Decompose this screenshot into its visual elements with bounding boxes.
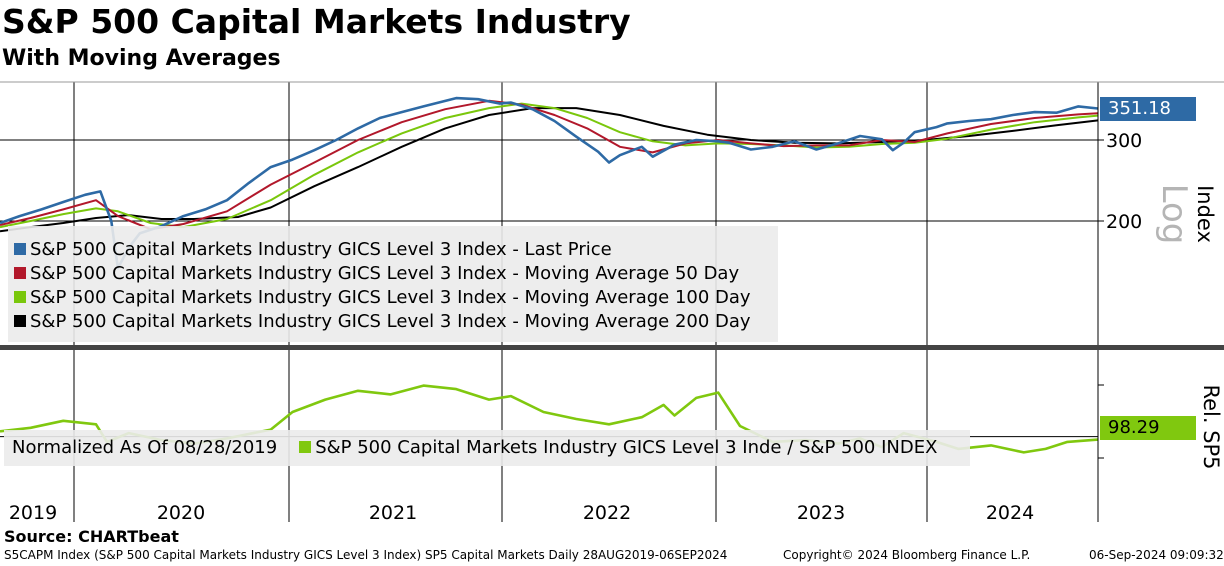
chart-title: S&P 500 Capital Markets Industry [2,2,631,41]
timestamp: 06-Sep-2024 09:09:32 [1089,548,1224,562]
series-ma50 [0,99,1099,231]
legend-swatch [299,441,312,453]
panel-separator [0,345,1224,350]
legend-label: S&P 500 Capital Markets Industry GICS Le… [30,311,751,332]
chart-subtitle: With Moving Averages [2,46,281,71]
x-tick-label: 2022 [583,502,631,524]
x-tick-label: 2024 [986,502,1034,524]
x-tick-label: 2021 [369,502,417,524]
legend-swatch [14,243,26,255]
legend-label: S&P 500 Capital Markets Industry GICS Le… [30,239,612,260]
y-tick-label: 200 [1106,211,1142,233]
y-ticks: 200 300 [1098,130,1142,459]
legend-swatch [14,291,26,303]
legend-item-ma200: S&P 500 Capital Markets Industry GICS Le… [14,310,751,334]
legend-label-relative: S&P 500 Capital Markets Industry GICS Le… [315,437,938,458]
legend-item-ma50: S&P 500 Capital Markets Industry GICS Le… [14,262,739,286]
last-price-tag: 351.18 [1100,97,1196,121]
source-label: Source: CHARTbeat [4,527,179,546]
y-axis-label-index: Index [1193,185,1217,243]
normalized-note: Normalized As Of 08/28/2019 [12,437,278,458]
legend-label: S&P 500 Capital Markets Industry GICS Le… [30,263,740,284]
ticker-info: S5CAPM Index (S&P 500 Capital Markets In… [4,548,728,562]
x-tick-label: 2020 [157,502,205,524]
copyright: Copyright© 2024 Bloomberg Finance L.P. [783,548,1031,562]
x-tick-label: 2023 [797,502,845,524]
legend-swatch [14,267,26,279]
legend-swatch [14,315,26,327]
y-axis-label-relative: Rel. SP5 [1199,384,1223,469]
x-ticks: 2019 2020 2021 2022 2023 2024 [9,502,1034,524]
log-scale-label: Log [1154,184,1194,245]
legend-upper: S&P 500 Capital Markets Industry GICS Le… [8,226,778,342]
legend-item-last-price: S&P 500 Capital Markets Industry GICS Le… [14,238,612,262]
legend-lower: Normalized As Of 08/28/2019 S&P 500 Capit… [4,430,970,466]
y-tick-label: 300 [1106,130,1142,152]
x-tick-label: 2019 [9,502,57,524]
series-ma100 [0,102,1099,229]
axis-frame [0,81,1224,522]
legend-label: S&P 500 Capital Markets Industry GICS Le… [30,287,751,308]
legend-item-ma100: S&P 500 Capital Markets Industry GICS Le… [14,286,751,310]
relative-value-tag: 98.29 [1100,416,1196,440]
